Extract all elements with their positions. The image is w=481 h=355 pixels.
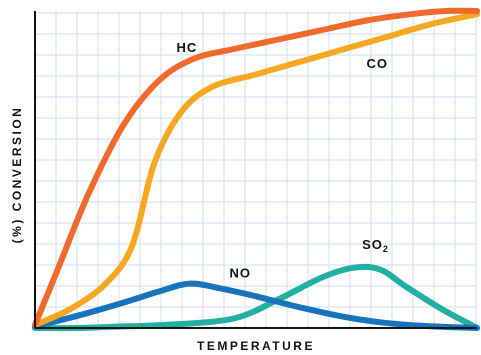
series-labels: HC CO NO SO2	[176, 40, 389, 280]
x-axis-title: TEMPERATURE	[197, 339, 315, 353]
series-line-so2	[32, 263, 480, 332]
plot-area	[35, 11, 477, 328]
series-line-co	[32, 11, 480, 328]
series-label-no: NO	[229, 265, 251, 280]
series-line-hc	[32, 7, 480, 328]
series-label-hc: HC	[176, 40, 197, 55]
series-layer	[32, 7, 480, 332]
series-line-no	[32, 280, 480, 331]
y-axis-title: (%) CONVERSION	[10, 106, 24, 244]
series-label-so2: SO2	[362, 237, 389, 254]
series-label-co: CO	[367, 56, 389, 71]
